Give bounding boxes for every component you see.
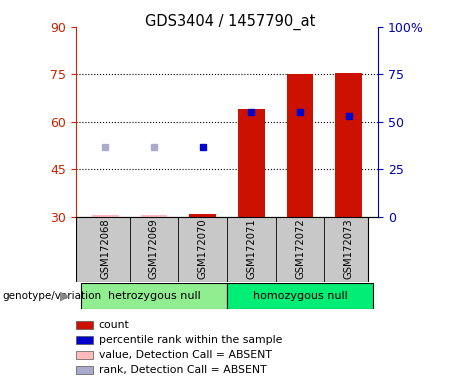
Text: count: count	[99, 320, 130, 330]
Bar	[76, 366, 93, 374]
Text: GSM172069: GSM172069	[149, 218, 159, 279]
Bar	[189, 214, 216, 217]
Text: value, Detection Call = ABSENT: value, Detection Call = ABSENT	[99, 349, 272, 360]
Text: ▶: ▶	[60, 290, 69, 303]
Bar	[76, 321, 93, 329]
Text: GSM172071: GSM172071	[246, 218, 256, 279]
Text: percentile rank within the sample: percentile rank within the sample	[99, 335, 282, 345]
Text: GSM172072: GSM172072	[295, 218, 305, 279]
Bar	[287, 74, 313, 217]
Bar	[81, 283, 227, 309]
Text: GSM172070: GSM172070	[198, 218, 208, 279]
Bar	[336, 73, 362, 217]
Text: genotype/variation: genotype/variation	[2, 291, 101, 301]
Bar	[76, 336, 93, 344]
Bar	[238, 109, 265, 217]
Bar	[92, 215, 118, 217]
Text: GDS3404 / 1457790_at: GDS3404 / 1457790_at	[145, 13, 316, 30]
Text: hetrozygous null: hetrozygous null	[107, 291, 201, 301]
Bar	[76, 351, 93, 359]
Bar	[227, 283, 373, 309]
Text: homozygous null: homozygous null	[253, 291, 348, 301]
Text: GSM172068: GSM172068	[100, 218, 110, 279]
Bar	[141, 215, 167, 217]
Text: GSM172073: GSM172073	[344, 218, 354, 279]
Text: rank, Detection Call = ABSENT: rank, Detection Call = ABSENT	[99, 365, 266, 375]
